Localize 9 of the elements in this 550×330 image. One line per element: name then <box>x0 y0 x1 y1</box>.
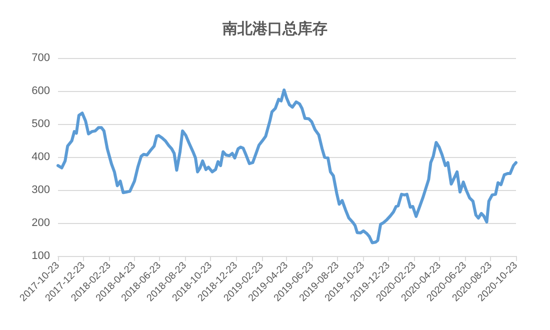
y-tick-label: 500 <box>32 118 50 130</box>
chart-title: 南北港口总库存 <box>222 20 328 38</box>
y-tick-label: 200 <box>32 217 50 229</box>
y-tick-label: 600 <box>32 85 50 97</box>
y-tick-label: 300 <box>32 184 50 196</box>
line-series <box>56 88 518 244</box>
y-tick-label: 100 <box>32 250 50 262</box>
y-tick-label: 700 <box>32 52 50 64</box>
y-tick-label: 400 <box>32 151 50 163</box>
